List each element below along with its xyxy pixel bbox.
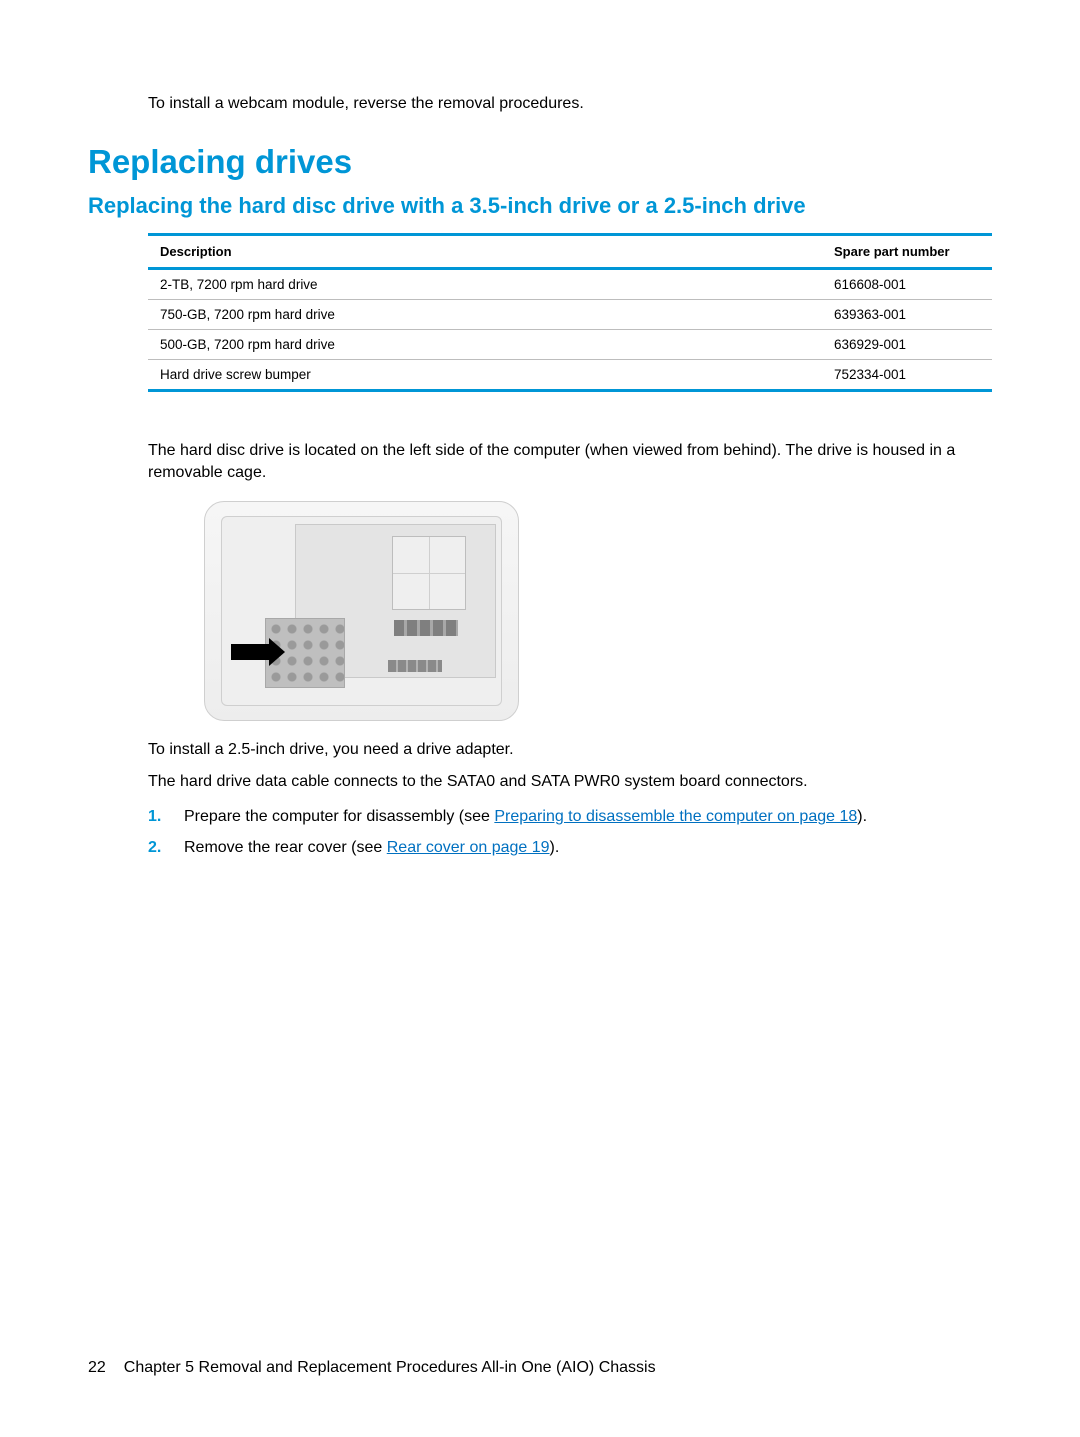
cell-part-number: 639363-001 bbox=[822, 300, 992, 330]
cross-reference-link[interactable]: Rear cover on page 19 bbox=[387, 839, 550, 856]
col-header-part-number: Spare part number bbox=[822, 235, 992, 269]
page-footer: 22 Chapter 5 Removal and Replacement Pro… bbox=[88, 1359, 992, 1377]
step-text: Remove the rear cover (see bbox=[184, 839, 387, 856]
procedure-steps: Prepare the computer for disassembly (se… bbox=[148, 802, 992, 863]
step-item: Prepare the computer for disassembly (se… bbox=[148, 802, 992, 832]
table-row: 2-TB, 7200 rpm hard drive 616608-001 bbox=[148, 269, 992, 300]
cell-description: 750-GB, 7200 rpm hard drive bbox=[148, 300, 822, 330]
cell-part-number: 616608-001 bbox=[822, 269, 992, 300]
heading-2: Replacing the hard disc drive with a 3.5… bbox=[88, 193, 992, 219]
location-arrow-icon bbox=[231, 644, 271, 660]
heading-1: Replacing drives bbox=[88, 143, 992, 181]
intro-paragraph: To install a webcam module, reverse the … bbox=[148, 95, 992, 113]
body-paragraph: The hard drive data cable connects to th… bbox=[148, 771, 992, 793]
step-item: Remove the rear cover (see Rear cover on… bbox=[148, 833, 992, 863]
step-text: Prepare the computer for disassembly (se… bbox=[184, 808, 494, 825]
step-text: ). bbox=[550, 839, 560, 856]
cell-description: 500-GB, 7200 rpm hard drive bbox=[148, 330, 822, 360]
cell-part-number: 636929-001 bbox=[822, 330, 992, 360]
table-header-row: Description Spare part number bbox=[148, 235, 992, 269]
spare-parts-table: Description Spare part number 2-TB, 7200… bbox=[148, 233, 992, 392]
body-paragraph: The hard disc drive is located on the le… bbox=[148, 440, 992, 483]
page-number: 22 bbox=[88, 1359, 106, 1377]
step-text: ). bbox=[857, 808, 867, 825]
cpu-socket bbox=[392, 536, 466, 610]
cell-description: 2-TB, 7200 rpm hard drive bbox=[148, 269, 822, 300]
connector-strip bbox=[388, 660, 442, 672]
document-page: To install a webcam module, reverse the … bbox=[0, 0, 1080, 1437]
body-paragraph: To install a 2.5-inch drive, you need a … bbox=[148, 739, 992, 761]
table-row: 500-GB, 7200 rpm hard drive 636929-001 bbox=[148, 330, 992, 360]
chapter-title: Chapter 5 Removal and Replacement Proced… bbox=[124, 1359, 656, 1377]
cross-reference-link[interactable]: Preparing to disassemble the computer on… bbox=[494, 808, 857, 825]
cell-description: Hard drive screw bumper bbox=[148, 360, 822, 391]
table-row: Hard drive screw bumper 752334-001 bbox=[148, 360, 992, 391]
cell-part-number: 752334-001 bbox=[822, 360, 992, 391]
table-row: 750-GB, 7200 rpm hard drive 639363-001 bbox=[148, 300, 992, 330]
ram-slots bbox=[394, 620, 458, 636]
hardware-illustration bbox=[204, 501, 519, 721]
col-header-description: Description bbox=[148, 235, 822, 269]
